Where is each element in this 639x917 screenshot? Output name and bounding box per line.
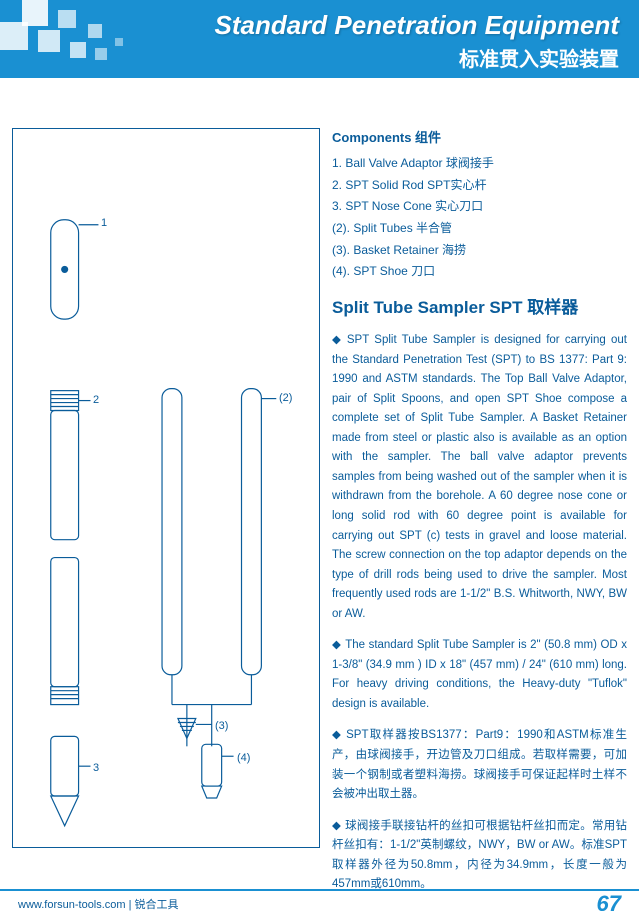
components-list: 1. Ball Valve Adaptor 球阀接手 2. SPT Solid … — [332, 154, 627, 281]
footer-url: www.forsun-tools.com | 锐合工具 — [18, 896, 179, 912]
text-panel: Components 组件 1. Ball Valve Adaptor 球阀接手… — [332, 128, 627, 907]
para-text: SPT取样器按BS1377：Part9：1990和ASTM标准生产，由球阀接手，… — [332, 729, 627, 800]
label-2: 2 — [93, 394, 99, 406]
paragraph-1: ◆SPT Split Tube Sampler is designed for … — [332, 331, 627, 624]
paragraph-2: ◆The standard Split Tube Sampler is 2" (… — [332, 636, 627, 714]
list-item: 2. SPT Solid Rod SPT实心杆 — [332, 176, 627, 195]
section-title: Split Tube Sampler SPT 取样器 — [332, 295, 627, 321]
para-text: The standard Split Tube Sampler is 2" (5… — [332, 639, 627, 710]
list-item: 1. Ball Valve Adaptor 球阀接手 — [332, 154, 627, 173]
list-item: (4). SPT Shoe 刀口 — [332, 262, 627, 281]
paragraph-4: ◆球阀接手联接钻杆的丝扣可根据钻杆丝扣而定。常用钻杆丝扣有：1-1/2"英制螺纹… — [332, 817, 627, 895]
label-4p: (4) — [237, 752, 250, 764]
header-decoration — [0, 0, 130, 78]
spt-diagram — [13, 129, 319, 847]
list-item: (2). Split Tubes 半合管 — [332, 219, 627, 238]
paragraph-3: ◆SPT取样器按BS1377：Part9：1990和ASTM标准生产，由球阀接手… — [332, 726, 627, 804]
content-area: 1 2 3 (2) (3) (4) Components 组件 1. Ball … — [0, 78, 639, 907]
page-footer: www.forsun-tools.com | 锐合工具 67 — [0, 889, 639, 917]
label-1: 1 — [101, 217, 107, 229]
diagram-panel: 1 2 3 (2) (3) (4) — [12, 128, 320, 848]
components-title: Components 组件 — [332, 128, 627, 148]
list-item: (3). Basket Retainer 海捞 — [332, 241, 627, 260]
label-3p: (3) — [215, 720, 228, 732]
label-3: 3 — [93, 762, 99, 774]
list-item: 3. SPT Nose Cone 实心刀口 — [332, 197, 627, 216]
para-text: 球阀接手联接钻杆的丝扣可根据钻杆丝扣而定。常用钻杆丝扣有：1-1/2"英制螺纹，… — [332, 820, 627, 891]
page-number: 67 — [597, 891, 621, 917]
label-2p: (2) — [279, 392, 292, 404]
para-text: SPT Split Tube Sampler is designed for c… — [332, 334, 627, 620]
page-header: Standard Penetration Equipment 标准贯入实验装置 — [0, 0, 639, 78]
